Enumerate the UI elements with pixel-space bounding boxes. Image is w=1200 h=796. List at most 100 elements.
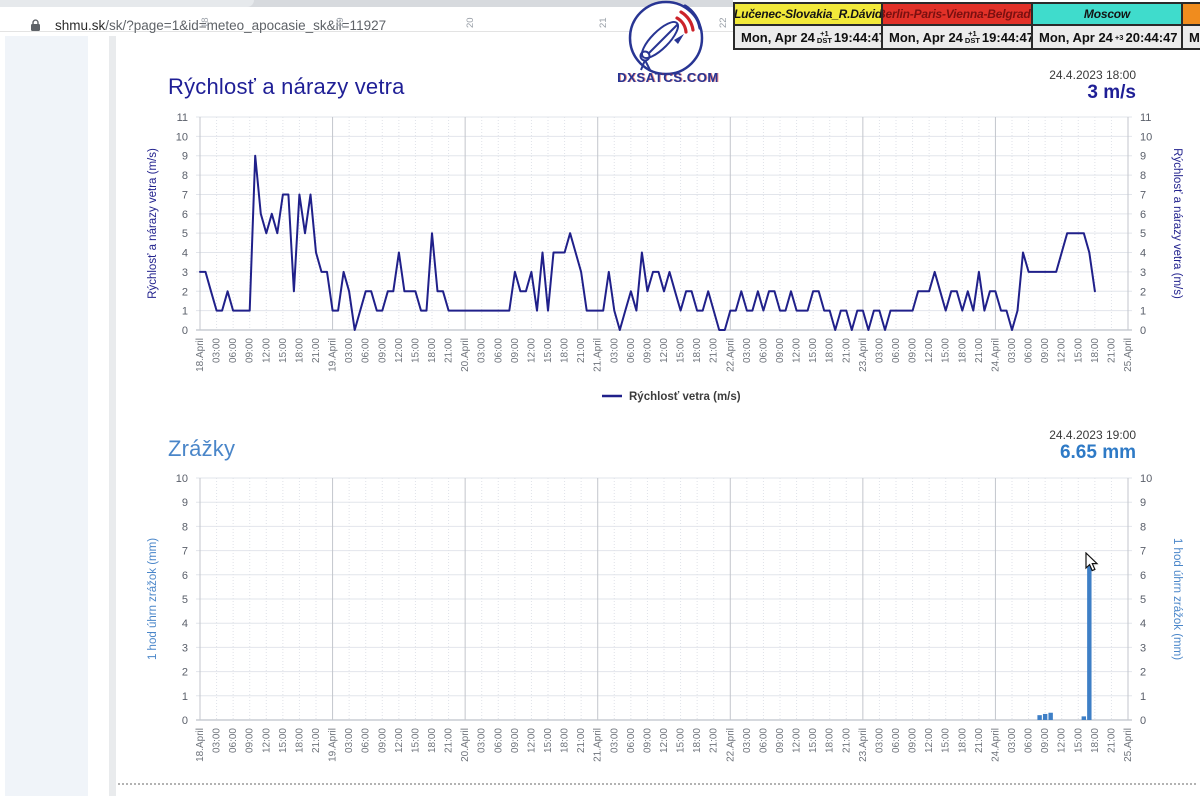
- svg-text:21:00: 21:00: [841, 338, 852, 363]
- svg-text:25.April: 25.April: [1123, 728, 1134, 762]
- svg-text:21:00: 21:00: [311, 338, 322, 363]
- svg-text:03:00: 03:00: [609, 338, 620, 363]
- svg-text:18:00: 18:00: [560, 338, 571, 363]
- svg-text:18.April: 18.April: [195, 728, 206, 762]
- clock-date: Mon, Apr 24: [1039, 29, 1113, 45]
- svg-text:09:00: 09:00: [245, 728, 256, 753]
- svg-text:21:00: 21:00: [311, 728, 322, 753]
- dxsatcs-logo[interactable]: DXSATCS.COM: [608, 0, 728, 92]
- svg-text:06:00: 06:00: [1024, 338, 1035, 363]
- svg-text:09:00: 09:00: [245, 338, 256, 363]
- svg-text:3: 3: [182, 267, 188, 279]
- svg-text:4: 4: [1140, 618, 1146, 630]
- svg-text:03:00: 03:00: [212, 728, 223, 753]
- svg-text:06:00: 06:00: [493, 338, 504, 363]
- svg-text:18.April: 18.April: [195, 338, 206, 372]
- svg-text:22.April: 22.April: [725, 728, 736, 762]
- svg-text:03:00: 03:00: [344, 338, 355, 363]
- precip-chart-title: Zrážky: [168, 436, 236, 461]
- svg-text:09:00: 09:00: [1040, 728, 1051, 753]
- scroll-strip[interactable]: [109, 36, 116, 796]
- svg-text:7: 7: [182, 546, 188, 558]
- svg-text:18:00: 18:00: [1090, 338, 1101, 363]
- wind-chart-title: Rýchlosť a nárazy vetra: [168, 74, 405, 99]
- svg-text:15:00: 15:00: [808, 338, 819, 363]
- svg-text:7: 7: [1140, 546, 1146, 558]
- svg-text:6: 6: [1140, 570, 1146, 582]
- svg-text:18:00: 18:00: [957, 728, 968, 753]
- world-clocks: Lučenec-Slovakia_R.Dávid Mon, Apr 24 +1 DST…: [733, 2, 1200, 50]
- svg-text:03:00: 03:00: [1007, 338, 1018, 363]
- svg-text:10: 10: [176, 473, 188, 485]
- browser-active-tab[interactable]: [0, 0, 254, 7]
- lock-icon[interactable]: [30, 19, 41, 37]
- svg-text:12:00: 12:00: [394, 728, 405, 753]
- address-bar[interactable]: shmu.sk/sk/?page=1&id=meteo_apocasie_sk&…: [0, 7, 733, 33]
- svg-text:18:00: 18:00: [825, 338, 836, 363]
- svg-text:15:00: 15:00: [543, 728, 554, 753]
- svg-text:12:00: 12:00: [1057, 338, 1068, 363]
- svg-text:12:00: 12:00: [924, 728, 935, 753]
- clock-box: Mon,: [1181, 4, 1200, 48]
- svg-text:21.April: 21.April: [593, 728, 604, 762]
- clock-datetime: Mon, Apr 24 +1 DST 19:44:47: [735, 26, 886, 48]
- clock-utc-offset: +3: [1114, 32, 1124, 42]
- svg-text:9: 9: [182, 151, 188, 163]
- clock-datetime: Mon,: [1183, 26, 1200, 48]
- clock-utc-offset: +1 DST: [964, 29, 980, 45]
- svg-text:4: 4: [182, 248, 188, 260]
- svg-text:5: 5: [1140, 228, 1146, 240]
- clock-city-label: [1183, 4, 1200, 26]
- svg-text:09:00: 09:00: [1040, 338, 1051, 363]
- clock-time: 20:44:47: [1125, 29, 1178, 45]
- clock-date: Mon, Apr 24: [889, 29, 963, 45]
- svg-text:19.April: 19.April: [328, 728, 339, 762]
- svg-text:18:00: 18:00: [1090, 728, 1101, 753]
- svg-text:1: 1: [182, 691, 188, 703]
- svg-text:3: 3: [182, 642, 188, 654]
- precip-latest-timestamp: 24.4.2023 19:00: [1049, 428, 1136, 442]
- partial-axis-label: 20: [465, 17, 476, 28]
- svg-text:18:00: 18:00: [957, 338, 968, 363]
- svg-text:06:00: 06:00: [228, 728, 239, 753]
- svg-text:5: 5: [182, 594, 188, 606]
- svg-text:4: 4: [182, 618, 188, 630]
- svg-text:12:00: 12:00: [659, 338, 670, 363]
- svg-text:24.April: 24.April: [990, 338, 1001, 372]
- svg-text:20.April: 20.April: [460, 728, 471, 762]
- svg-text:15:00: 15:00: [1073, 338, 1084, 363]
- svg-text:03:00: 03:00: [212, 338, 223, 363]
- svg-text:20.April: 20.April: [460, 338, 471, 372]
- svg-text:18:00: 18:00: [560, 728, 571, 753]
- svg-text:21:00: 21:00: [444, 338, 455, 363]
- svg-text:03:00: 03:00: [874, 728, 885, 753]
- svg-text:18:00: 18:00: [825, 728, 836, 753]
- svg-text:15:00: 15:00: [543, 338, 554, 363]
- url-domain: shmu.sk: [55, 18, 106, 33]
- svg-text:09:00: 09:00: [510, 338, 521, 363]
- svg-text:06:00: 06:00: [626, 728, 637, 753]
- bottom-dotted-separator: [118, 783, 1196, 785]
- svg-text:0: 0: [1140, 715, 1146, 727]
- svg-text:8: 8: [182, 521, 188, 533]
- svg-text:9: 9: [1140, 497, 1146, 509]
- svg-text:12:00: 12:00: [1057, 728, 1068, 753]
- svg-text:2: 2: [182, 286, 188, 298]
- wind-latest-value: 3 m/s: [1087, 82, 1136, 103]
- precip-chart-plot[interactable]: 0 0 1 1 2 2 3 3 4 4 5 5 6 6 7 7 8 8 9 9 10 10 18.April 03:00 06:…: [120, 468, 1200, 796]
- clock-datetime: Mon, Apr 24 +3 20:44:47: [1033, 26, 1181, 48]
- svg-text:25.April: 25.April: [1123, 338, 1134, 372]
- svg-text:18:00: 18:00: [427, 338, 438, 363]
- svg-text:09:00: 09:00: [510, 728, 521, 753]
- svg-text:09:00: 09:00: [775, 338, 786, 363]
- url-text[interactable]: shmu.sk/sk/?page=1&id=meteo_apocasie_sk&…: [55, 18, 386, 33]
- clock-date: Mon,: [1189, 29, 1200, 45]
- svg-text:21:00: 21:00: [841, 728, 852, 753]
- svg-text:12:00: 12:00: [261, 728, 272, 753]
- clock-time: 19:44:47: [833, 29, 886, 45]
- svg-text:21:00: 21:00: [709, 338, 720, 363]
- svg-text:15:00: 15:00: [278, 338, 289, 363]
- svg-text:Rýchlosť vetra (m/s): Rýchlosť vetra (m/s): [629, 391, 741, 403]
- svg-text:2: 2: [182, 667, 188, 679]
